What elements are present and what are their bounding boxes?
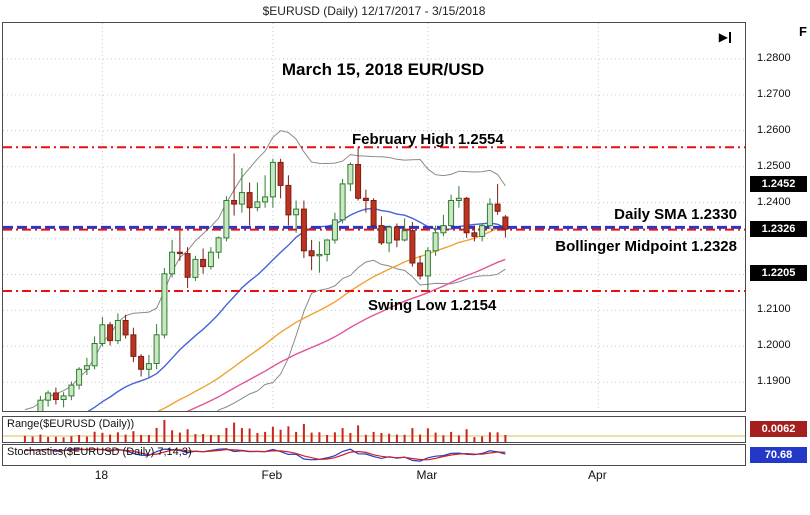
toolbar-f-button[interactable]: F xyxy=(799,24,807,39)
y-axis-label: 1.2700 xyxy=(757,87,791,100)
range-panel-label: Range($EURUSD (Daily)) xyxy=(7,418,135,430)
x-axis-label: Apr xyxy=(588,468,607,482)
grid-lines xyxy=(3,23,745,411)
y-axis-label: 1.1900 xyxy=(757,375,791,388)
y-axis-label: 1.2400 xyxy=(757,195,791,208)
price-axis: 1.2800 1.2700 1.2600 1.2500 1.2400 1.2100 1.20… xyxy=(748,0,810,515)
play-triangle-icon: ▶ xyxy=(718,30,728,44)
pause-bar-icon xyxy=(729,31,731,43)
chart-annotation-daily-sma: Daily SMA 1.2330 xyxy=(614,206,737,223)
x-axis-label: 18 xyxy=(94,468,109,482)
range-indicator-panel[interactable]: Range($EURUSD (Daily)) xyxy=(2,416,746,443)
y-axis-label: 1.2000 xyxy=(757,339,791,352)
stochastics-panel-label: Stochastics($EURUSD (Daily) 7,14,3) xyxy=(7,446,192,458)
price-badge: 0.0062 xyxy=(750,421,807,437)
y-axis-label: 1.2800 xyxy=(757,51,791,64)
stochastics-indicator-panel[interactable]: Stochastics($EURUSD (Daily) 7,14,3) xyxy=(2,444,746,466)
chart-annotation-bollinger-midpoint: Bollinger Midpoint 1.2328 xyxy=(555,238,737,255)
candles xyxy=(37,147,509,411)
y-axis-label: 1.2600 xyxy=(757,123,791,136)
y-axis-label: 1.2500 xyxy=(757,159,791,172)
price-badge: 1.2205 xyxy=(750,264,807,281)
x-axis-label: Mar xyxy=(416,468,438,482)
price-badge: 1.2326 xyxy=(750,221,807,238)
step-forward-icon[interactable]: ▶ xyxy=(719,30,731,44)
range-histogram xyxy=(3,420,745,442)
x-axis: 18 Feb Mar Apr xyxy=(0,468,746,484)
x-axis-label: Feb xyxy=(261,468,283,482)
main-chart-panel[interactable]: ▶ xyxy=(2,22,746,412)
chart-annotation-february-high: February High 1.2554 xyxy=(352,131,504,148)
candlestick-chart[interactable] xyxy=(3,23,745,411)
stochastics-lines xyxy=(24,448,506,462)
chart-annotation-swing-low: Swing Low 1.2154 xyxy=(368,297,497,314)
indicator-lines xyxy=(24,130,506,411)
price-badge: 1.2452 xyxy=(750,175,807,192)
price-badge: 70.68 xyxy=(750,447,807,463)
chart-annotation-title: March 15, 2018 EUR/USD xyxy=(281,60,485,79)
window-title: $EURUSD (Daily) 12/17/2017 - 3/15/2018 xyxy=(262,4,486,18)
y-axis-label: 1.2100 xyxy=(757,303,791,316)
